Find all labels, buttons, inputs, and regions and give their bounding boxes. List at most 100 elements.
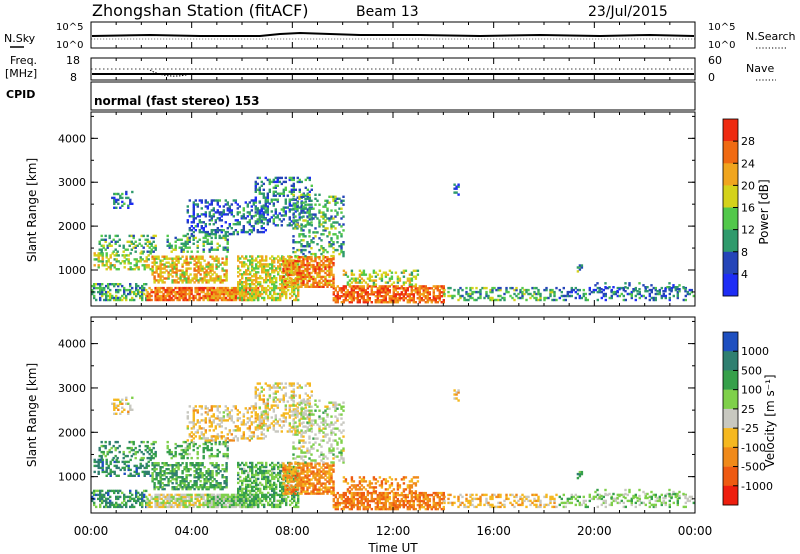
power-cell (412, 289, 415, 292)
power-cell (200, 227, 203, 230)
velocity-cell (188, 405, 191, 408)
velocity-cell (232, 501, 236, 505)
velocity-cell (232, 405, 235, 408)
power-cell (255, 277, 258, 280)
power-cell (664, 294, 667, 298)
velocity-cell (228, 429, 231, 432)
velocity-cell (146, 497, 149, 501)
velocity-cell (188, 442, 191, 446)
velocity-cell (131, 408, 134, 411)
power-cell (295, 273, 298, 276)
power-cell (568, 290, 571, 294)
power-cell (133, 268, 136, 271)
power-cell (259, 294, 262, 298)
velocity-cell (210, 437, 213, 440)
power-cell (352, 285, 355, 288)
power-cell (388, 299, 391, 302)
power-cell (644, 286, 647, 289)
power-cell (117, 290, 120, 294)
velocity-cell (218, 425, 221, 428)
power-cell (260, 227, 263, 230)
velocity-cell (242, 413, 245, 416)
power-cell (187, 261, 190, 264)
power-cell (200, 207, 203, 210)
power-cell (238, 296, 242, 300)
velocity-cell (201, 484, 204, 487)
power-cell (650, 288, 653, 292)
power-cell (293, 286, 296, 290)
velocity-cell (222, 497, 226, 501)
power-cell (234, 199, 237, 202)
velocity-cell (101, 495, 104, 499)
velocity-cell (185, 466, 188, 469)
power-cell (622, 298, 625, 302)
power-cell (267, 273, 270, 276)
velocity-cell (175, 470, 178, 473)
power-cell (103, 298, 106, 302)
velocity-cell (220, 505, 224, 509)
velocity-cell (99, 489, 102, 493)
power-cell (212, 207, 215, 210)
velocity-cell (217, 468, 220, 471)
power-cell (201, 255, 204, 258)
nave-tick-bottom: 0 (708, 71, 715, 84)
power-cell (259, 261, 262, 264)
power-cell (249, 273, 252, 276)
power-cell (394, 297, 397, 300)
power-cell (588, 288, 591, 292)
velocity-cell (224, 442, 227, 446)
velocity-cell (216, 503, 220, 507)
power-cell (324, 219, 327, 222)
power-cell (214, 221, 217, 224)
power-cell (239, 273, 242, 276)
power-cell (121, 294, 124, 298)
power-cell (338, 295, 341, 298)
velocity-cell (135, 493, 138, 497)
velocity-cell (210, 442, 213, 446)
power-cell (298, 225, 301, 228)
power-cell (135, 262, 138, 265)
power-cell (141, 296, 144, 300)
power-cell (208, 286, 212, 290)
velocity-cell (210, 497, 214, 501)
velocity-cell (210, 415, 213, 418)
velocity-cell (204, 493, 207, 497)
velocity-cell (123, 499, 126, 503)
power-cell (340, 295, 343, 298)
power-cell (141, 258, 144, 261)
velocity-cell (99, 466, 102, 470)
power-cell (310, 252, 313, 256)
power-cell (230, 232, 233, 236)
velocity-cell (230, 415, 233, 418)
power-cell (248, 201, 251, 204)
velocity-cell (203, 482, 206, 485)
power-cell (366, 277, 370, 280)
velocity-cell (254, 503, 258, 507)
power-colorbar-tick-label: 12 (741, 224, 755, 237)
power-cell (193, 263, 196, 266)
power-cell (232, 294, 236, 298)
power-cell (479, 290, 482, 294)
velocity-cell (121, 398, 124, 401)
power-cell (216, 246, 219, 249)
power-cell (348, 293, 351, 296)
velocity-cell (187, 487, 190, 491)
velocity-cell (248, 493, 252, 497)
power-cell (308, 196, 311, 199)
velocity-cell (174, 503, 177, 507)
power-cell (310, 188, 313, 191)
power-colorbar-segment (723, 207, 738, 230)
power-cell (290, 271, 293, 275)
power-cell (302, 265, 305, 269)
power-cell (340, 233, 343, 236)
power-cell (296, 277, 299, 281)
power-cell (283, 288, 286, 292)
power-cell (511, 296, 514, 300)
velocity-cell (122, 452, 125, 456)
power-cell (332, 291, 335, 294)
power-cell (154, 248, 157, 251)
power-cell (188, 229, 191, 232)
power-cell (278, 218, 281, 221)
power-cell (666, 286, 669, 289)
power-cell (442, 287, 445, 290)
